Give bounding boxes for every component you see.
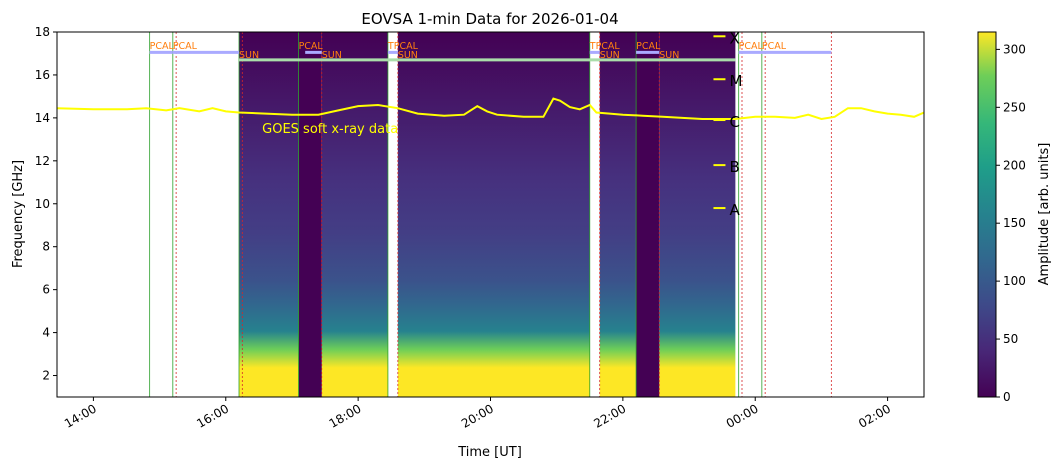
colorbar-tick-label: 50 <box>1003 332 1018 346</box>
chart-title: EOVSA 1-min Data for 2026-01-04 <box>361 10 618 28</box>
scan-bars <box>149 50 832 62</box>
y-axis-ticks: 2 4 6 8 10 12 14 16 18 <box>35 25 57 383</box>
x-axis-ticks: 14:00 16:00 18:00 20:00 22:00 00:00 02:00 <box>62 397 893 431</box>
y-tick-label: 18 <box>35 25 50 39</box>
scan-label: SUN <box>659 50 679 61</box>
scan-labels: PCAL PCALSUNPCALSUNTPCALSUNTPCALSUNPCALSU… <box>150 41 787 61</box>
spectrogram-segment <box>659 32 736 397</box>
y-tick-label: 14 <box>35 111 50 125</box>
colorbar-tick-label: 300 <box>1003 42 1026 56</box>
scan-label: PCAL <box>762 41 787 52</box>
y-tick-label: 2 <box>42 369 50 383</box>
goes-class-levels: A B C M X <box>713 29 742 219</box>
colorbar-tick-label: 250 <box>1003 100 1026 114</box>
goes-xray-curve <box>57 97 924 121</box>
spectrogram-segment <box>397 32 590 397</box>
scan-label: SUN <box>239 50 259 61</box>
scan-label: SUN <box>322 50 342 61</box>
scan-label: PCAL <box>150 41 175 52</box>
colorbar-label: Amplitude [arb. units] <box>1037 143 1052 286</box>
scan-label: PCAL <box>739 41 764 52</box>
x-tick-label: 00:00 <box>724 401 761 430</box>
y-tick-label: 12 <box>35 154 50 168</box>
y-tick-label: 8 <box>42 240 50 254</box>
goes-level-label: A <box>729 201 740 219</box>
scan-boundary-lines <box>149 32 832 397</box>
spectrogram-segments <box>239 32 736 397</box>
dark-segment <box>298 32 322 397</box>
goes-label: GOES soft x-ray data <box>262 122 398 137</box>
goes-level-label: B <box>729 158 739 176</box>
x-tick-label: 02:00 <box>856 401 893 430</box>
x-tick-label: 22:00 <box>591 401 628 430</box>
plot-area: PCAL PCALSUNPCALSUNTPCALSUNTPCALSUNPCALSU… <box>57 32 924 397</box>
goes-level-label: M <box>729 72 742 90</box>
x-tick-label: 18:00 <box>327 401 364 430</box>
y-tick-label: 4 <box>42 326 50 340</box>
scan-label: SUN <box>600 50 620 61</box>
dark-segment <box>636 32 660 397</box>
spectrogram-segment <box>239 32 299 397</box>
x-axis-label: Time [UT] <box>457 445 522 460</box>
y-axis-label: Frequency [GHz] <box>11 160 26 268</box>
x-tick-label: 20:00 <box>459 401 496 430</box>
goes-level-label: C <box>729 113 739 131</box>
y-tick-label: 10 <box>35 197 50 211</box>
scan-label: SUN <box>398 50 418 61</box>
x-tick-label: 16:00 <box>194 401 231 430</box>
y-tick-label: 16 <box>35 68 50 82</box>
scan-label: PCAL <box>636 41 661 52</box>
colorbar-tick-label: 200 <box>1003 158 1026 172</box>
spectrogram-segment <box>321 32 388 397</box>
colorbar: 0 50 100 150 200 250 300 Amplitude [arb. units… <box>977 31 1052 404</box>
spectrogram-segment <box>599 32 637 397</box>
goes-level-label: X <box>729 29 739 47</box>
colorbar-tick-label: 0 <box>1003 390 1011 404</box>
scan-label: TPCAL <box>589 41 621 52</box>
scan-label: PCAL <box>173 41 198 52</box>
x-tick-label: 14:00 <box>62 401 99 430</box>
y-tick-label: 6 <box>42 283 50 297</box>
colorbar-ticks: 0 50 100 150 200 250 300 <box>996 42 1026 404</box>
colorbar-gradient <box>977 31 997 398</box>
colorbar-tick-label: 100 <box>1003 274 1026 288</box>
scan-label: TPCAL <box>387 41 419 52</box>
colorbar-tick-label: 150 <box>1003 216 1026 230</box>
scan-label: PCAL <box>299 41 324 52</box>
